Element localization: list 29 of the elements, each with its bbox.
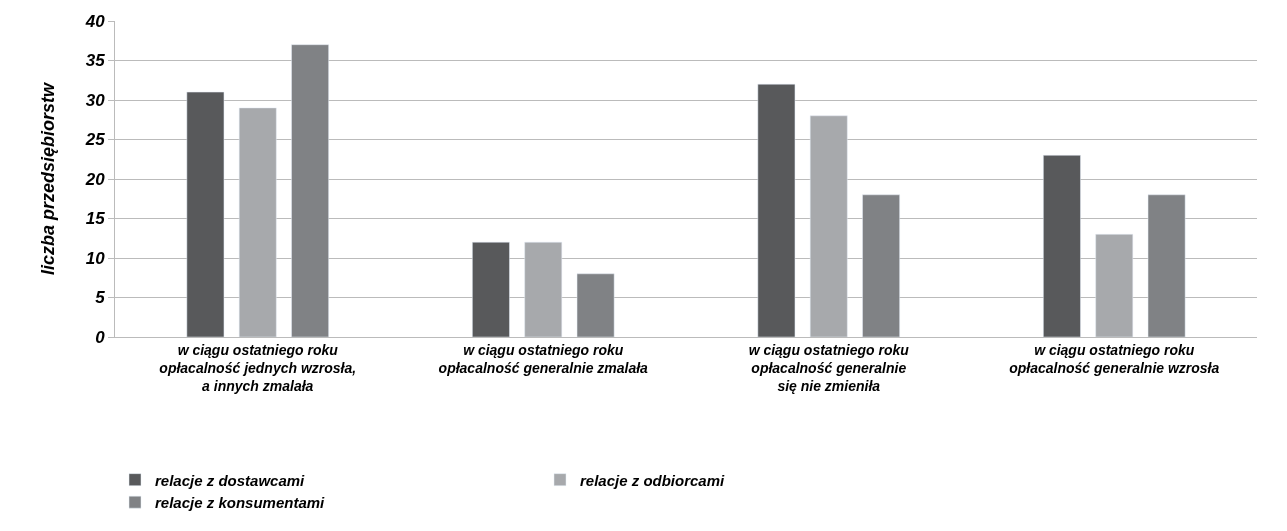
y-tick-label: 30	[85, 90, 106, 110]
y-tick-label: 25	[84, 130, 106, 150]
bar	[809, 115, 848, 337]
y-tick-label: 5	[95, 288, 106, 308]
y-tick-label: 15	[85, 209, 106, 229]
y-axis-title: liczba przedsiębiorstw	[37, 81, 58, 276]
bar	[472, 241, 510, 337]
bar	[757, 83, 796, 337]
y-tick-label: 10	[85, 248, 106, 268]
bar	[186, 91, 225, 337]
bar	[291, 44, 329, 337]
x-tick-label: w ciągu ostatniego roku opłacalność generalnie zmalała	[438, 341, 649, 376]
x-tick-label: w ciągu ostatniego roku opłacalność generalnie się nie zmieniła	[748, 341, 910, 395]
bar	[238, 107, 277, 337]
bar	[576, 273, 615, 337]
legend-label: relacje z dostawcami	[155, 471, 306, 489]
x-tick-label: w ciągu ostatniego roku opłacalność generalnie wzrosła	[1009, 341, 1220, 376]
bar	[1043, 155, 1081, 337]
bar	[862, 194, 900, 337]
bar	[524, 241, 563, 337]
y-tick-label: 35	[85, 51, 106, 71]
y-tick-label: 20	[84, 169, 106, 189]
x-tick-label: w ciągu ostatniego roku opłacalność jednych wzrosła, a innych zmalała	[159, 341, 357, 395]
legend-label: relacje z odbiorcami	[580, 471, 726, 489]
y-tick-label: 40	[84, 11, 106, 31]
legend-label: relacje z konsumentami	[155, 494, 326, 511]
y-tick-label: 0	[95, 327, 106, 347]
bar	[1095, 234, 1134, 337]
bar	[1147, 194, 1186, 337]
